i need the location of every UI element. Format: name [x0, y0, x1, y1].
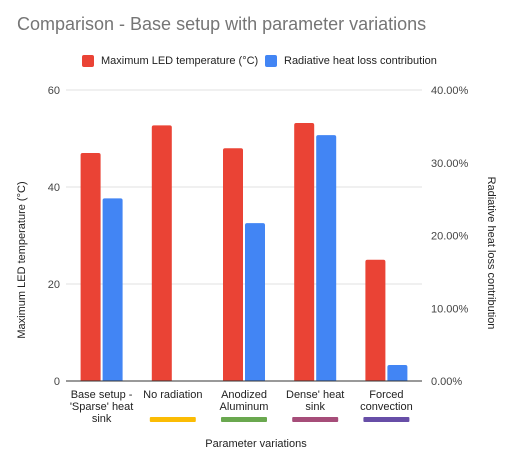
legend-item-temperature: Maximum LED temperature (°C)	[82, 55, 258, 67]
x-tick-label: Dense' heat	[286, 389, 344, 401]
y-left-tick-label: 40	[48, 182, 60, 194]
bar-temperature-0	[80, 153, 101, 381]
x-axis-label: Parameter variations	[205, 438, 307, 450]
bar-temperature-1	[151, 125, 172, 381]
chart-title: Comparison - Base setup with parameter v…	[17, 14, 427, 34]
x-tick-label: Anodized	[221, 389, 267, 401]
bar-radiative-4	[387, 364, 408, 381]
category-color-marker-3	[292, 417, 339, 422]
x-tick-label: 'Sparse' heat	[70, 401, 134, 413]
y-right-tick-label: 40.00%	[431, 85, 469, 97]
legend-item-radiative: Radiative heat loss contribution	[265, 55, 437, 67]
x-tick-label: Aluminum	[220, 401, 269, 413]
x-tick-label: No radiation	[143, 389, 202, 401]
category-color-marker-2	[221, 417, 267, 422]
bar-radiative-0	[102, 198, 123, 381]
y-right-tick-label: 10.00%	[431, 303, 469, 315]
bar-radiative-2	[245, 223, 265, 381]
bar-temperature-2	[223, 148, 243, 381]
x-tick-label: Forced	[369, 389, 403, 401]
y-right-tick-label: 30.00%	[431, 158, 469, 170]
legend-swatch-temperature	[82, 55, 94, 67]
x-tick-label: sink	[305, 401, 325, 413]
legend-label-temperature: Maximum LED temperature (°C)	[101, 55, 259, 67]
y-left-tick-label: 60	[48, 85, 60, 97]
y-right-tick-label: 20.00%	[431, 231, 469, 243]
y-left-tick-label: 0	[54, 376, 60, 388]
bar-temperature-3	[294, 122, 315, 381]
x-tick-label: sink	[92, 413, 112, 425]
bar-radiative-3	[316, 135, 337, 381]
y-left-tick-label: 20	[48, 279, 60, 291]
bar-temperature-4	[365, 259, 386, 381]
category-color-marker-4	[363, 417, 410, 422]
legend-label-radiative: Radiative heat loss contribution	[284, 55, 437, 67]
category-color-marker-1	[149, 417, 196, 422]
x-tick-label: Base setup -	[71, 389, 133, 401]
y-right-tick-label: 0.00%	[431, 376, 462, 388]
legend-swatch-radiative	[265, 55, 277, 67]
legend: Maximum LED temperature (°C) Radiative h…	[0, 55, 512, 71]
x-tick-label: convection	[360, 401, 413, 413]
